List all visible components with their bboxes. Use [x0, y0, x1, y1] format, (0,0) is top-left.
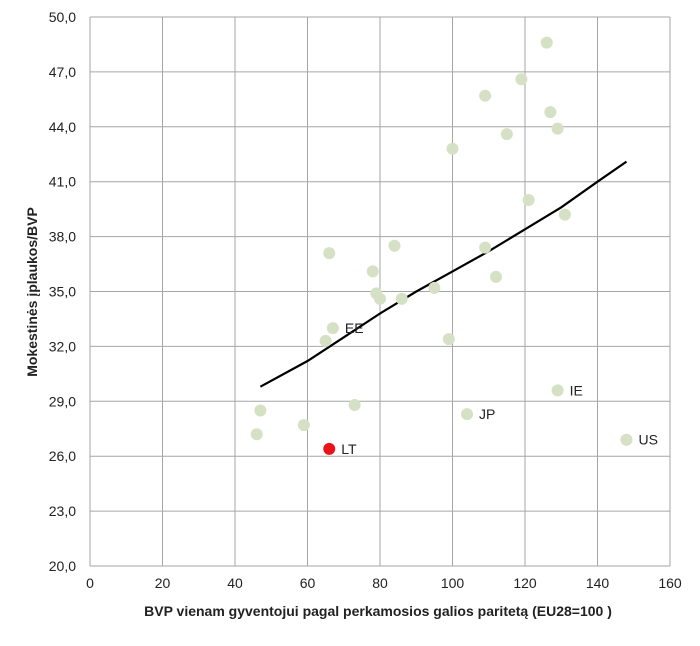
tick-labels: 0 20 40 60 80 100 120 140 160 20,0 23,0 26,0 29,0 32,… [49, 9, 682, 591]
y-axis-title: Mokestinės įplaukos/BVP [24, 207, 40, 377]
data-point [395, 292, 408, 305]
data-point [388, 239, 401, 252]
x-axis-title: BVP vienam gyventojui pagal perkamosios … [144, 603, 612, 619]
data-point [319, 334, 332, 347]
point-label-lt: LT [341, 441, 357, 457]
x-tick-label: 100 [441, 575, 465, 591]
point-label-ee: EE [345, 320, 364, 336]
y-tick-label: 20,0 [49, 558, 76, 574]
grid [89, 16, 671, 567]
point-label-ie: IE [570, 382, 583, 398]
y-tick-label: 32,0 [49, 338, 76, 354]
x-tick-label: 40 [227, 575, 243, 591]
y-tick-label: 23,0 [49, 503, 76, 519]
data-point [540, 36, 553, 49]
data-point [515, 73, 528, 86]
trendline [259, 160, 628, 388]
x-tick-label: 160 [658, 575, 682, 591]
y-tick-label: 29,0 [49, 393, 76, 409]
data-point [446, 142, 459, 155]
data-point [348, 398, 361, 411]
trendline-path [259, 160, 628, 388]
data-point [366, 265, 379, 278]
y-tick-label: 35,0 [49, 284, 76, 300]
data-point [551, 384, 564, 397]
data-point [479, 89, 492, 102]
data-point [326, 322, 339, 335]
data-points [250, 36, 633, 455]
data-point [374, 292, 386, 305]
point-label-jp: JP [479, 406, 495, 422]
x-tick-label: 60 [300, 575, 316, 591]
point-label-us: US [639, 432, 658, 448]
data-point [479, 241, 492, 254]
point-labels: EE JP IE US LT [341, 320, 658, 457]
data-point [323, 247, 336, 260]
data-point [551, 122, 564, 135]
x-tick-label: 120 [513, 575, 537, 591]
data-point [254, 404, 267, 417]
data-point [490, 270, 502, 283]
data-point [620, 433, 633, 446]
data-point [297, 419, 310, 432]
y-tick-label: 26,0 [49, 448, 76, 464]
data-point [500, 128, 513, 141]
data-point [522, 194, 535, 206]
x-tick-label: 0 [86, 575, 94, 591]
data-point [461, 408, 473, 421]
data-point [428, 281, 441, 294]
highlight-point [323, 442, 336, 455]
y-tick-label: 38,0 [49, 229, 76, 245]
y-tick-label: 47,0 [49, 64, 76, 80]
y-tick-label: 41,0 [49, 174, 76, 190]
y-tick-label: 44,0 [49, 119, 76, 135]
x-tick-label: 20 [155, 575, 171, 591]
y-tick-label: 50,0 [49, 9, 76, 25]
data-point [544, 106, 557, 119]
data-point [250, 428, 263, 441]
x-tick-label: 80 [372, 575, 388, 591]
data-point [442, 333, 455, 346]
x-tick-label: 140 [586, 575, 610, 591]
data-point [558, 208, 571, 221]
